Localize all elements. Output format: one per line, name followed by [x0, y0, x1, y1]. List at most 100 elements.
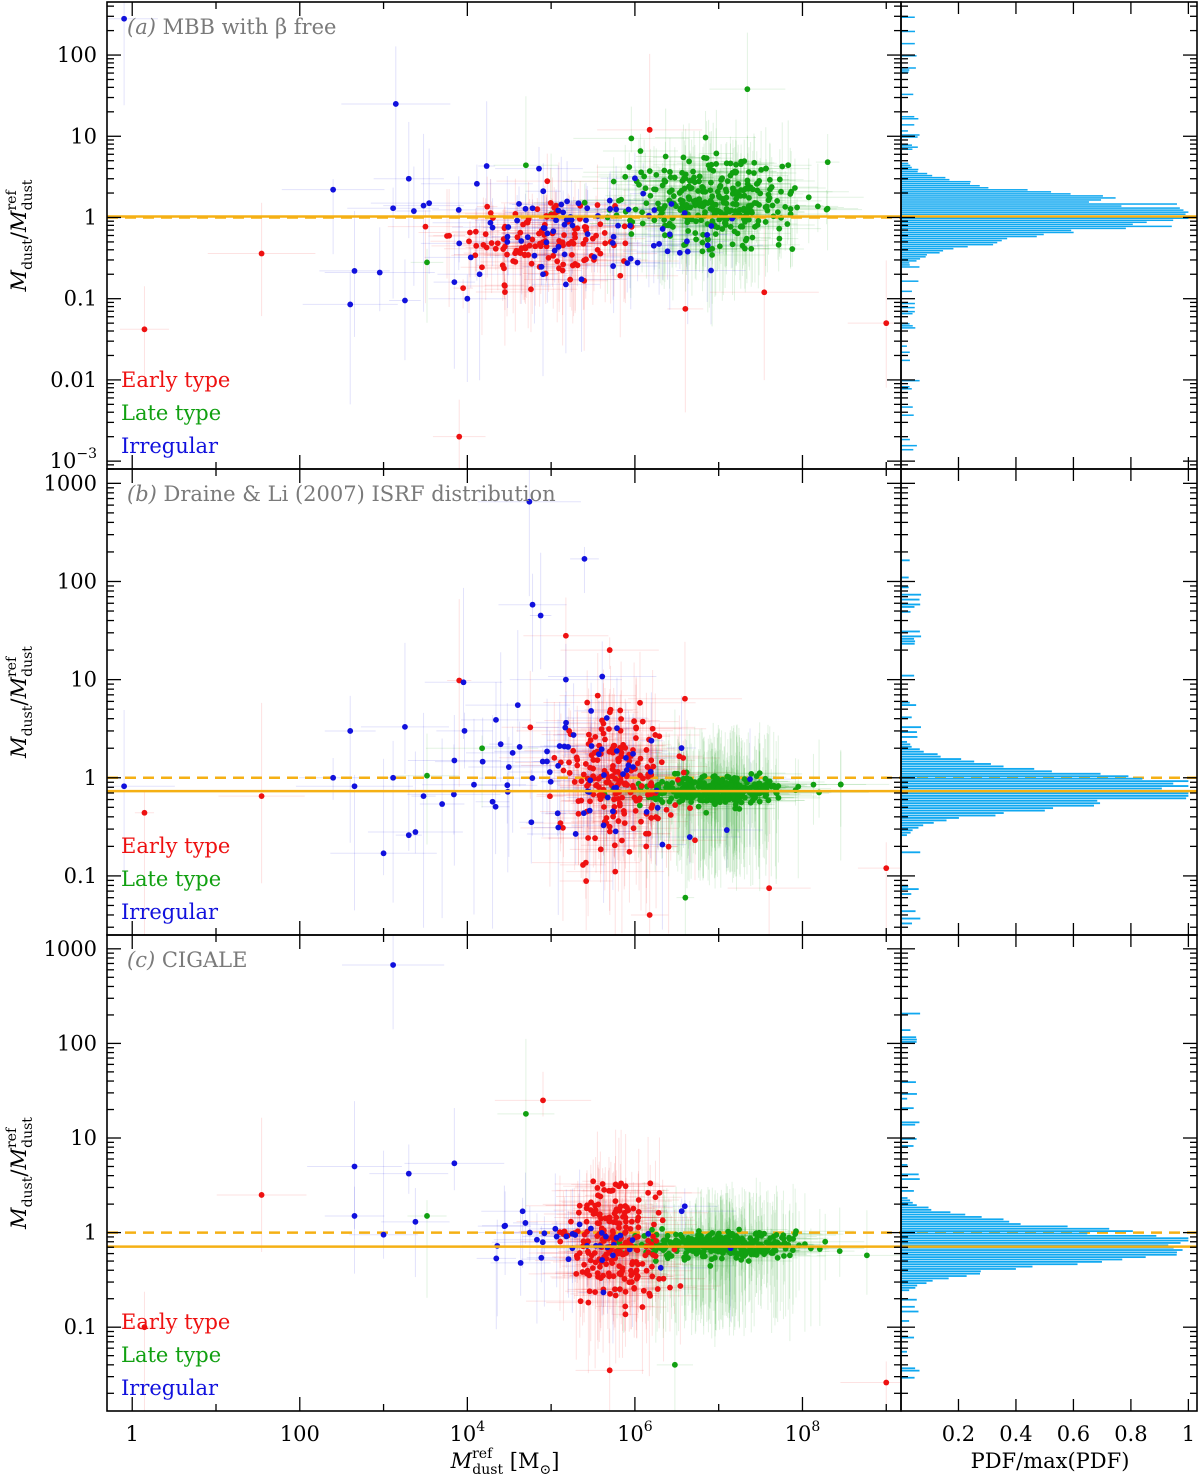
data-point-irregular: [563, 719, 569, 726]
data-point-late-type: [709, 252, 715, 258]
data-point-early-type: [680, 769, 687, 776]
legend: Early type Late type Irregular: [121, 368, 230, 458]
data-point-irregular: [606, 197, 613, 204]
data-point-irregular: [464, 295, 471, 302]
histogram-bar: [901, 203, 1177, 205]
data-point-late-type: [769, 202, 776, 209]
histogram-bar: [901, 785, 1189, 787]
legend: Early type Late type Irregular: [121, 834, 230, 924]
histogram-bar: [901, 782, 1174, 785]
data-point-late-type: [733, 776, 740, 783]
data-point-early-type: [606, 823, 613, 830]
data-point-early-type: [606, 709, 613, 716]
data-point-irregular: [609, 808, 616, 815]
data-point-early-type: [574, 262, 581, 269]
histogram-bar: [901, 55, 917, 57]
data-point-irregular: [681, 210, 688, 216]
data-point-irregular: [537, 612, 544, 619]
data-point-late-type: [667, 174, 674, 181]
histogram-bar: [901, 559, 910, 562]
data-point-late-type: [713, 161, 720, 167]
data-point-irregular: [544, 748, 550, 755]
data-point-irregular: [347, 301, 354, 308]
data-point-early-type: [632, 807, 639, 814]
data-point-late-type: [824, 159, 831, 166]
histogram-bar: [901, 792, 1189, 795]
data-point-early-type: [581, 257, 587, 264]
data-point-late-type: [680, 154, 687, 161]
histogram-bar: [901, 819, 947, 822]
data-point-early-type: [612, 868, 619, 875]
data-point-irregular: [351, 267, 358, 274]
data-point-late-type: [727, 223, 734, 230]
data-point-early-type: [568, 238, 575, 245]
data-point-early-type: [575, 798, 582, 804]
data-point-late-type: [709, 218, 716, 225]
data-point-late-type: [726, 208, 733, 215]
data-point-early-type: [611, 742, 618, 749]
y-tick-label: 1: [84, 205, 97, 229]
data-point-irregular: [504, 233, 511, 240]
data-point-late-type: [637, 148, 644, 154]
data-point-early-type: [526, 242, 533, 249]
data-point-late-type: [723, 780, 730, 786]
data-point-irregular: [659, 226, 666, 232]
data-point-late-type: [686, 158, 692, 165]
data-point-irregular: [505, 224, 512, 230]
data-point-early-type: [649, 802, 656, 809]
data-point-late-type: [756, 781, 763, 787]
data-point-irregular: [704, 242, 711, 249]
data-point-late-type: [751, 200, 758, 206]
data-point-late-type: [751, 159, 758, 166]
data-point-late-type: [691, 779, 698, 786]
data-point-late-type: [699, 184, 706, 190]
histogram-bar: [901, 388, 912, 390]
data-point-early-type: [682, 305, 689, 312]
data-point-early-type: [606, 726, 612, 732]
data-point-late-type: [776, 235, 783, 242]
data-point-irregular: [558, 201, 565, 208]
data-point-early-type: [599, 717, 605, 724]
panel-b: 0.1 1 10 100 1000 (b) Draine & Li (2007) ISRF…: [44, 468, 1198, 936]
data-point-early-type: [574, 225, 581, 232]
histogram-bar: [901, 610, 911, 613]
data-point-irregular: [601, 772, 607, 778]
data-point-irregular: [555, 244, 562, 250]
data-point-early-type: [595, 775, 602, 782]
histogram-bar: [901, 182, 971, 185]
data-point-late-type: [729, 241, 736, 248]
data-point-irregular: [546, 769, 553, 775]
data-point-late-type: [647, 192, 654, 199]
data-point-late-type: [523, 162, 529, 169]
y-axis-ticks: [107, 5, 1197, 470]
histogram-bar: [901, 280, 919, 282]
data-point-late-type: [716, 216, 723, 223]
data-point-irregular: [504, 239, 511, 245]
histogram-bar: [901, 184, 980, 187]
data-point-early-type: [656, 733, 663, 740]
data-point-late-type: [757, 190, 764, 197]
data-point-irregular: [562, 281, 569, 288]
legend-late-type: Late type: [121, 867, 221, 891]
data-point-late-type: [709, 193, 716, 200]
data-point-late-type: [738, 799, 745, 806]
data-point-irregular: [351, 783, 358, 790]
histogram-bar: [901, 745, 912, 748]
data-point-irregular: [610, 263, 617, 269]
data-point-early-type: [517, 229, 524, 236]
data-point-late-type: [810, 781, 817, 788]
y-tick-label: 10−3: [50, 446, 97, 473]
legend-early-type: Early type: [121, 368, 230, 392]
data-point-early-type: [638, 818, 644, 825]
data-point-early-type: [646, 126, 653, 133]
data-point-late-type: [639, 209, 646, 216]
data-point-irregular: [455, 207, 462, 213]
data-point-late-type: [681, 781, 688, 788]
histogram-bar: [901, 767, 1035, 770]
histogram-bar: [901, 770, 1052, 773]
data-point-late-type: [628, 135, 635, 142]
histogram-bar: [901, 576, 909, 579]
data-point-early-type: [611, 803, 618, 810]
data-point-late-type: [766, 176, 773, 183]
data-point-late-type: [745, 169, 752, 175]
